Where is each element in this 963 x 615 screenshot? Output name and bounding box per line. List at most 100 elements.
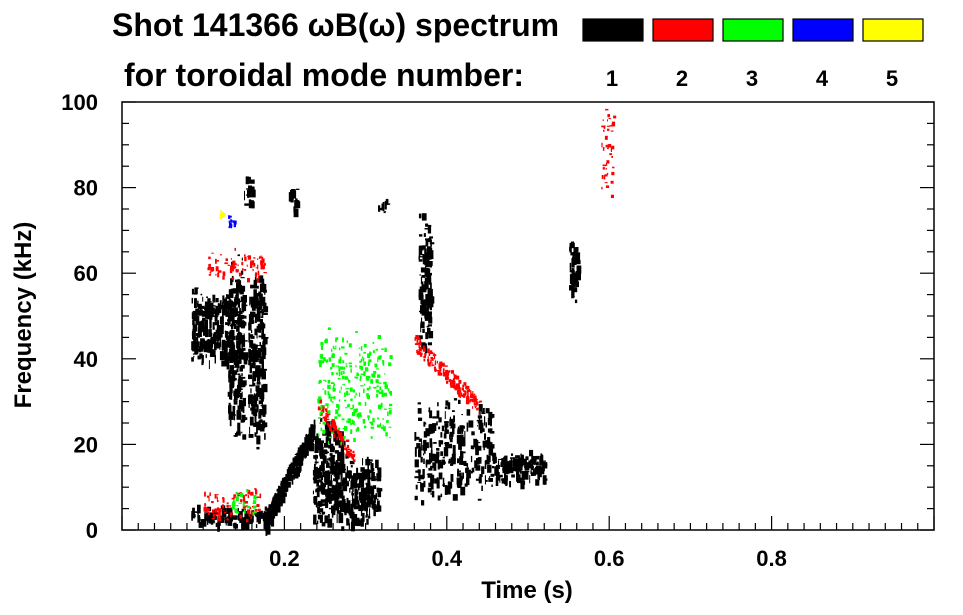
spectral-pixel xyxy=(290,462,293,473)
spectral-pixel xyxy=(327,327,331,330)
spectral-pixel xyxy=(229,512,233,516)
spectral-pixel xyxy=(449,434,451,440)
spectral-pixel xyxy=(436,451,440,457)
spectral-pixel xyxy=(331,372,334,376)
spectral-pixel xyxy=(271,500,276,505)
spectral-pixel xyxy=(505,480,508,486)
spectral-pixel xyxy=(362,512,365,522)
spectral-pixel xyxy=(418,255,420,260)
spectral-pixel xyxy=(324,408,328,411)
spectral-pixel xyxy=(431,490,435,498)
spectral-pixel xyxy=(535,462,539,466)
spectral-pixel xyxy=(237,388,240,391)
spectral-pixel xyxy=(359,500,365,503)
spectral-pixel xyxy=(338,406,340,411)
spectral-pixel xyxy=(474,460,478,469)
spectral-pixel xyxy=(370,462,372,464)
spectral-pixel xyxy=(257,390,262,397)
spectral-pixel xyxy=(606,125,610,127)
spectral-pixel xyxy=(424,310,428,316)
spectral-pixel xyxy=(211,305,216,307)
spectral-pixel xyxy=(203,320,205,323)
spectral-pixel xyxy=(444,423,448,433)
spectral-pixel xyxy=(331,458,335,464)
spectral-pixel xyxy=(358,402,361,406)
spectral-pixel xyxy=(383,426,386,432)
spectral-pixel xyxy=(440,451,443,456)
spectral-pixel xyxy=(314,458,316,460)
spectral-pixel xyxy=(428,316,433,324)
y-tick-label: 0 xyxy=(86,518,98,543)
spectral-pixel xyxy=(445,369,448,375)
spectral-pixel xyxy=(370,499,374,503)
spectral-pixel xyxy=(192,507,195,517)
spectral-pixel xyxy=(233,400,238,405)
spectral-pixel xyxy=(235,269,239,272)
spectral-pixel xyxy=(449,418,454,427)
spectral-pixel xyxy=(327,391,330,396)
spectral-pixel xyxy=(232,409,235,415)
spectral-pixel xyxy=(333,429,339,433)
spectral-pixel xyxy=(382,202,385,204)
feature-blob-80khz-b xyxy=(288,188,301,218)
spectral-pixel xyxy=(228,294,230,299)
spectral-pixel xyxy=(482,408,485,414)
spectral-pixel xyxy=(217,272,220,278)
spectral-pixel xyxy=(195,316,198,325)
spectral-pixel xyxy=(233,494,237,499)
spectral-pixel xyxy=(287,473,290,479)
spectral-pixel xyxy=(575,281,579,288)
spectral-pixel xyxy=(331,348,333,353)
spectral-pixel xyxy=(347,448,351,451)
spectral-pixel xyxy=(572,295,575,298)
spectral-pixel xyxy=(351,493,354,496)
spectral-pixel xyxy=(324,339,328,343)
spectral-pixel xyxy=(223,347,228,357)
spectral-pixel xyxy=(356,483,360,488)
spectral-pixel xyxy=(330,424,334,428)
spectral-pixel xyxy=(466,389,470,393)
spectral-pixel xyxy=(226,504,229,508)
spectral-pixel xyxy=(225,258,228,261)
spectral-pixel xyxy=(249,416,254,426)
spectral-pixel xyxy=(253,257,256,259)
spectral-pixel xyxy=(206,304,211,313)
spectral-pixel xyxy=(347,510,351,514)
feature-red-60khz-early xyxy=(207,247,267,283)
spectral-pixel xyxy=(331,505,336,512)
spectral-pixel xyxy=(607,119,608,122)
spectral-pixel xyxy=(423,342,425,346)
feature-red-high-0.60 xyxy=(601,108,617,198)
spectral-pixel xyxy=(235,271,239,273)
spectral-pixel xyxy=(333,383,335,386)
spectral-pixel xyxy=(508,461,512,470)
spectral-pixel xyxy=(293,473,295,480)
spectral-pixel xyxy=(419,274,421,276)
spectral-pixel xyxy=(539,456,542,464)
spectral-pixel xyxy=(430,360,432,363)
spectral-pixel xyxy=(337,427,341,430)
spectral-pixel xyxy=(334,498,337,501)
spectral-pixel xyxy=(361,468,364,472)
spectral-pixel xyxy=(419,339,422,343)
spectral-pixel xyxy=(427,313,432,319)
spectral-pixel xyxy=(367,515,371,519)
spectral-pixel xyxy=(522,458,527,465)
spectral-pixel xyxy=(427,327,431,335)
spectral-pixel xyxy=(384,373,386,375)
x-tick-label: 0.2 xyxy=(269,546,300,571)
spectral-pixel xyxy=(484,475,486,485)
spectral-pixel xyxy=(249,426,251,434)
spectral-pixel xyxy=(259,508,261,512)
spectral-pixel xyxy=(360,385,364,387)
spectral-pixel xyxy=(355,392,357,396)
spectral-pixel xyxy=(247,495,250,499)
spectral-pixel xyxy=(283,488,286,497)
spectral-pixel xyxy=(375,478,380,480)
spectral-pixel xyxy=(231,316,234,327)
feature-red-downchirp-0.40 xyxy=(414,335,482,416)
spectral-pixel xyxy=(244,522,250,530)
spectral-pixel xyxy=(322,416,325,419)
spectral-pixel xyxy=(241,380,246,387)
spectral-pixel xyxy=(228,512,233,522)
